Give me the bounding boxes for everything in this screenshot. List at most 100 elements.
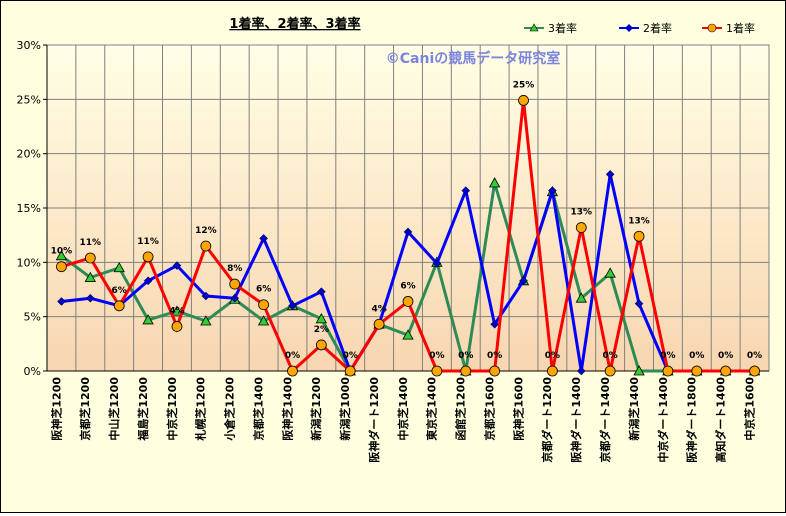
data-label: 10% bbox=[51, 247, 73, 257]
grid-lines bbox=[47, 45, 769, 371]
data-point bbox=[402, 329, 414, 340]
y-tick-label: 15% bbox=[17, 202, 41, 215]
data-point bbox=[230, 293, 240, 303]
data-label: 0% bbox=[660, 351, 675, 361]
series-group bbox=[55, 95, 761, 377]
x-tick-label: 中京芝1600 bbox=[742, 377, 756, 441]
legend-label: 2着率 bbox=[643, 21, 672, 35]
data-point bbox=[315, 339, 327, 351]
data-label: 0% bbox=[603, 351, 618, 361]
x-tick-label: 京都芝1400 bbox=[251, 377, 265, 441]
series-3 bbox=[56, 95, 760, 377]
data-point bbox=[229, 278, 241, 290]
data-point bbox=[113, 300, 125, 312]
x-tick-label: 札幌芝1200 bbox=[194, 377, 208, 442]
y-tick-label: 0% bbox=[24, 365, 41, 378]
data-point bbox=[575, 222, 587, 233]
data-point bbox=[200, 315, 212, 326]
data-point bbox=[56, 261, 67, 273]
data-point bbox=[604, 267, 616, 278]
data-point bbox=[518, 95, 529, 106]
x-tick-label: 中京芝1200 bbox=[165, 377, 179, 441]
legend: 3着率 2着率 1着率 bbox=[524, 21, 755, 35]
data-point bbox=[548, 186, 557, 195]
data-label: 0% bbox=[343, 351, 358, 361]
data-label: 0% bbox=[458, 351, 473, 361]
data-label: 0% bbox=[545, 351, 560, 361]
data-label: 13% bbox=[628, 216, 650, 226]
data-point bbox=[259, 234, 268, 243]
x-tick-label: 阪神ダート1800 bbox=[685, 377, 699, 463]
data-point bbox=[575, 292, 587, 303]
x-axis: 阪神芝1200 京都芝1200 中山芝1200 福島芝1200 中京芝1200 札幌芝12… bbox=[47, 370, 769, 463]
data-label: 8% bbox=[227, 264, 242, 274]
x-tick-label: 阪神ダート1200 bbox=[367, 377, 381, 463]
legend-marker bbox=[625, 24, 633, 32]
data-point bbox=[200, 240, 212, 252]
data-point bbox=[85, 293, 95, 303]
data-point bbox=[288, 301, 297, 311]
data-label: 6% bbox=[112, 286, 127, 296]
data-point bbox=[633, 365, 645, 376]
data-point bbox=[519, 276, 528, 286]
data-label: 4% bbox=[371, 304, 386, 314]
data-point bbox=[55, 249, 68, 261]
x-tick-label: 新潟芝1400 bbox=[627, 377, 641, 441]
x-tick-label: 阪神芝1600 bbox=[511, 377, 525, 441]
data-point bbox=[749, 365, 760, 377]
data-point bbox=[142, 251, 154, 263]
x-tick-label: 京都ダート1200 bbox=[540, 377, 554, 463]
data-label: 0% bbox=[285, 351, 300, 361]
data-point bbox=[172, 261, 182, 270]
data-label: 0% bbox=[747, 351, 762, 361]
data-point bbox=[662, 365, 674, 377]
x-tick-label: 京都芝1600 bbox=[482, 377, 496, 441]
data-point bbox=[460, 365, 472, 377]
data-point bbox=[84, 252, 96, 264]
data-point bbox=[431, 365, 443, 377]
chart-title: 1着率、2着率、3着率 bbox=[229, 16, 360, 32]
y-tick-label: 20% bbox=[17, 148, 41, 161]
x-tick-label: 東京芝1400 bbox=[425, 377, 439, 441]
data-label: 2% bbox=[314, 325, 329, 335]
data-point bbox=[720, 365, 732, 377]
data-label: 0% bbox=[689, 351, 704, 361]
data-point bbox=[171, 305, 183, 316]
x-tick-label: 高知ダート1400 bbox=[714, 377, 728, 463]
x-tick-label: 中京芝1400 bbox=[396, 377, 410, 441]
data-label: 0% bbox=[429, 351, 444, 361]
data-label: 13% bbox=[571, 208, 593, 218]
legend-item-3: 1着率 bbox=[702, 21, 755, 35]
x-tick-label: 函館芝1200 bbox=[454, 377, 468, 441]
legend-item-2: 2着率 bbox=[619, 21, 672, 35]
data-point bbox=[634, 299, 644, 308]
data-point bbox=[633, 230, 645, 242]
y-tick-label: 10% bbox=[17, 256, 41, 269]
data-point bbox=[287, 365, 298, 377]
data-label: 4% bbox=[169, 306, 184, 316]
data-label: 6% bbox=[400, 281, 415, 291]
data-point bbox=[201, 291, 211, 301]
data-label: 6% bbox=[256, 285, 271, 295]
data-label: 11% bbox=[137, 237, 159, 247]
data-point bbox=[605, 169, 615, 179]
data-point bbox=[547, 365, 558, 377]
data-point bbox=[403, 227, 413, 237]
y-tick-label: 25% bbox=[17, 93, 41, 106]
data-point bbox=[489, 365, 501, 377]
data-point bbox=[490, 319, 499, 329]
data-point bbox=[171, 321, 183, 332]
data-point bbox=[57, 297, 66, 306]
data-label: 11% bbox=[80, 238, 102, 248]
data-point bbox=[257, 315, 270, 326]
x-tick-label: 京都ダート1400 bbox=[598, 377, 612, 463]
x-tick-label: 中山芝1200 bbox=[107, 377, 121, 441]
x-tick-label: 新潟芝1000 bbox=[338, 377, 352, 441]
data-label: 0% bbox=[487, 351, 502, 361]
y-tick-label: 5% bbox=[24, 311, 41, 324]
data-point bbox=[691, 365, 703, 377]
data-point bbox=[113, 261, 125, 273]
data-point bbox=[142, 314, 154, 325]
legend-label: 1着率 bbox=[726, 21, 755, 35]
